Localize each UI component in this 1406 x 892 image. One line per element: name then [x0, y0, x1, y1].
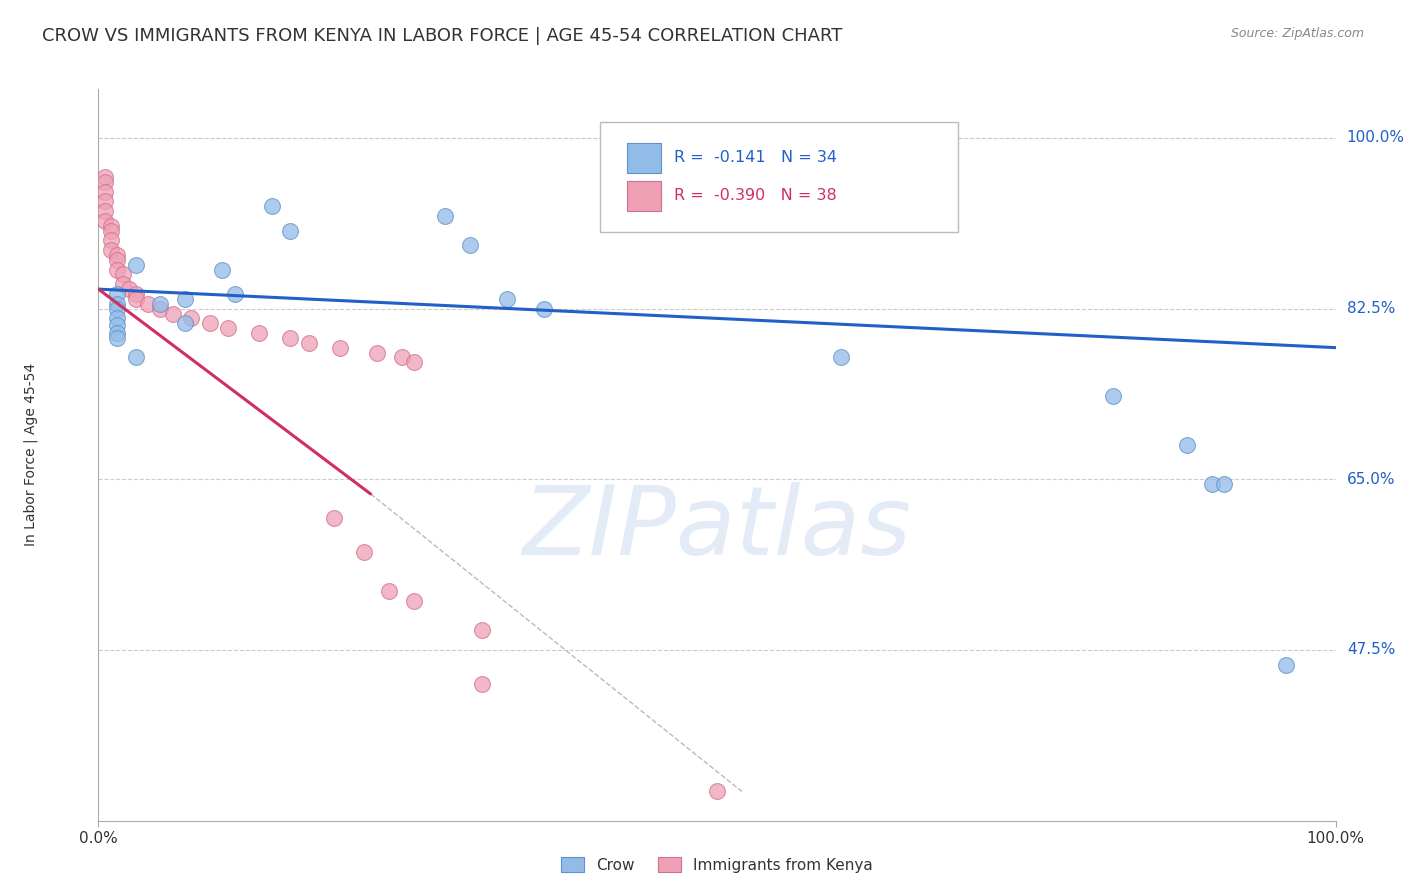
Point: [105, 326, 128, 340]
Point: [105, 262, 128, 277]
Point: [298, 335, 321, 350]
Point: [93, 194, 115, 209]
Text: 65.0%: 65.0%: [1347, 472, 1395, 487]
Point: [247, 326, 270, 340]
Point: [105, 311, 128, 326]
Point: [118, 282, 141, 296]
Point: [149, 301, 172, 316]
Point: [533, 301, 555, 316]
Point: [105, 297, 128, 311]
Point: [100, 224, 122, 238]
Point: [1275, 657, 1298, 672]
Point: [124, 258, 146, 272]
Text: R =  -0.390   N = 38: R = -0.390 N = 38: [673, 188, 837, 203]
Point: [100, 233, 122, 247]
Point: [136, 297, 159, 311]
Point: [105, 301, 128, 316]
Text: 100.0%: 100.0%: [1347, 130, 1405, 145]
FancyBboxPatch shape: [599, 122, 959, 232]
Point: [149, 297, 172, 311]
Point: [224, 287, 246, 301]
Point: [278, 331, 301, 345]
Point: [93, 185, 115, 199]
Text: 82.5%: 82.5%: [1347, 301, 1395, 316]
Point: [706, 784, 728, 798]
Point: [278, 224, 301, 238]
Point: [471, 624, 494, 638]
Point: [93, 204, 115, 219]
Text: Source: ZipAtlas.com: Source: ZipAtlas.com: [1230, 27, 1364, 40]
Point: [402, 594, 425, 608]
Point: [830, 351, 852, 365]
Point: [162, 306, 184, 320]
Point: [174, 292, 197, 306]
Point: [93, 175, 115, 189]
Point: [124, 351, 146, 365]
Point: [495, 292, 517, 306]
Point: [402, 355, 425, 369]
Point: [322, 511, 344, 525]
Point: [1175, 438, 1198, 452]
Text: ZIPatlas: ZIPatlas: [523, 482, 911, 574]
Point: [391, 351, 413, 365]
Point: [378, 584, 401, 599]
Point: [260, 199, 283, 213]
Point: [112, 268, 135, 282]
Point: [1201, 477, 1223, 491]
Point: [100, 219, 122, 233]
Point: [1102, 389, 1125, 403]
Point: [124, 287, 146, 301]
Point: [217, 321, 239, 335]
Legend: Crow, Immigrants from Kenya: Crow, Immigrants from Kenya: [555, 851, 879, 879]
Point: [458, 238, 481, 252]
Point: [198, 316, 221, 330]
Point: [180, 311, 202, 326]
Point: [112, 277, 135, 292]
Point: [366, 345, 388, 359]
Point: [174, 316, 197, 330]
Point: [433, 209, 456, 223]
Point: [1213, 477, 1236, 491]
Point: [105, 248, 128, 262]
Point: [471, 677, 494, 691]
Point: [93, 169, 115, 184]
Point: [211, 262, 233, 277]
Text: CROW VS IMMIGRANTS FROM KENYA IN LABOR FORCE | AGE 45-54 CORRELATION CHART: CROW VS IMMIGRANTS FROM KENYA IN LABOR F…: [42, 27, 842, 45]
Point: [100, 243, 122, 257]
Text: R =  -0.141   N = 34: R = -0.141 N = 34: [673, 151, 837, 165]
Point: [105, 287, 128, 301]
FancyBboxPatch shape: [627, 180, 661, 211]
Point: [124, 292, 146, 306]
Text: In Labor Force | Age 45-54: In Labor Force | Age 45-54: [22, 363, 38, 547]
Point: [105, 252, 128, 267]
FancyBboxPatch shape: [627, 143, 661, 173]
Text: 47.5%: 47.5%: [1347, 642, 1395, 657]
Point: [105, 318, 128, 333]
Point: [93, 214, 115, 228]
Point: [353, 545, 375, 559]
Point: [329, 341, 352, 355]
Point: [105, 331, 128, 345]
